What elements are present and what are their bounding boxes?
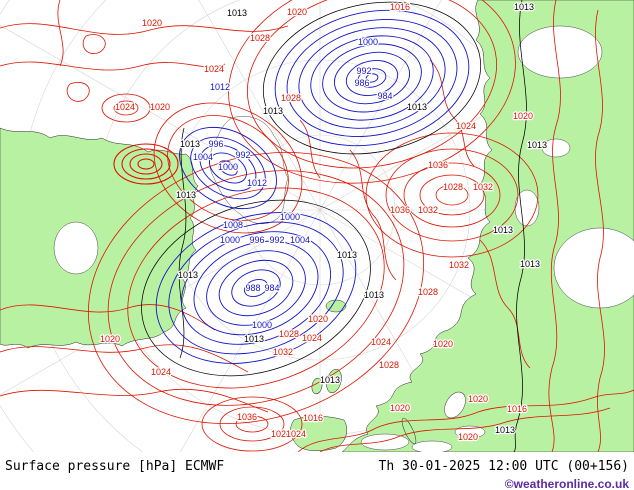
pressure-label: 1013 — [520, 259, 540, 269]
pressure-label: 1012 — [247, 178, 267, 188]
pressure-label: 1032 — [418, 205, 438, 215]
pressure-label: 1020 — [433, 339, 453, 349]
pressure-label: 1032 — [473, 182, 493, 192]
pressure-label: 1013 — [244, 334, 264, 344]
pressure-label: 1024 — [151, 367, 171, 377]
pressure-label: 1024 — [286, 429, 306, 439]
pressure-label: 1036 — [390, 205, 410, 215]
pressure-label: 1036 — [237, 412, 257, 422]
pressure-label: 996 — [249, 235, 264, 245]
product-title: Surface pressure [hPa] ECMWF — [5, 459, 225, 474]
pressure-label: 1000 — [358, 37, 378, 47]
pressure-label: 1024 — [456, 121, 476, 131]
pressure-map: 1013 1020 1016 1013 1020 1028 1000 1024 992 986 98… — [0, 0, 634, 452]
low-greenland — [179, 126, 277, 210]
pressure-label: 1024 — [302, 333, 322, 343]
pressure-label: 1028 — [379, 360, 399, 370]
land-layer — [0, 0, 634, 452]
pressure-label: 1013 — [180, 139, 200, 149]
pressure-label: 1008 — [223, 220, 243, 230]
red-isobars-dense-cluster — [113, 143, 179, 185]
landmass-italy — [401, 417, 417, 445]
pressure-label: 992 — [269, 235, 284, 245]
pressure-label: 1024 — [371, 337, 391, 347]
pressure-label: 988 — [245, 283, 260, 293]
pressure-label: 1013 — [320, 375, 340, 385]
pressure-label: 1013 — [337, 250, 357, 260]
pressure-label: 1016 — [507, 404, 527, 414]
landmass-britain — [326, 369, 342, 393]
landmass-north-america — [0, 127, 199, 349]
pressure-map-canvas: 1013 1020 1016 1013 1020 1028 1000 1024 992 986 98… — [0, 0, 634, 452]
pressure-label: 1000 — [220, 235, 240, 245]
pressure-label: 1000 — [252, 320, 272, 330]
pressure-label: 986 — [354, 78, 369, 88]
low-atlantic — [155, 212, 357, 364]
pressure-label: 1004 — [193, 152, 213, 162]
pressure-label: 1036 — [428, 160, 448, 170]
pressure-label: 1013 — [493, 225, 513, 235]
red-isobars-layer — [0, 0, 634, 452]
pressure-label: 1020 — [150, 102, 170, 112]
pressure-label: 1020 — [100, 334, 120, 344]
pressure-label: 1020 — [390, 403, 410, 413]
pressure-label: 1028 — [271, 429, 291, 439]
pressure-label: 1013 — [407, 102, 427, 112]
pressure-label: 1020 — [142, 18, 162, 28]
pressure-label: 1013 — [178, 270, 198, 280]
pressure-label: 1013 — [227, 8, 247, 18]
pressure-label: 984 — [377, 91, 392, 101]
pressure-label: 1028 — [418, 287, 438, 297]
pressure-label: 1000 — [218, 162, 238, 172]
landmass-iberia — [290, 416, 347, 451]
pressure-label: 1028 — [281, 93, 301, 103]
credit-link[interactable]: ©weatheronline.co.uk — [504, 477, 629, 490]
valid-datetime: Th 30-01-2025 12:00 UTC (00+156) — [378, 459, 629, 474]
pressure-label: 1013 — [514, 2, 534, 12]
pressure-label: 992 — [356, 66, 371, 76]
inland-seas — [53, 25, 634, 452]
pressure-label: 1032 — [273, 347, 293, 357]
blue-isobars-layer — [155, 9, 470, 364]
pressure-label: 992 — [235, 150, 250, 160]
footer-right: Th 30-01-2025 12:00 UTC (00+156) ©weathe… — [379, 459, 629, 490]
pressure-label: 1004 — [290, 235, 310, 245]
pressure-label: 1013 — [263, 106, 283, 116]
pressure-label: 1013 — [364, 290, 384, 300]
pressure-label: 984 — [264, 283, 279, 293]
pressure-label: 1028 — [279, 329, 299, 339]
low-arctic — [274, 9, 470, 147]
pressure-label: 1020 — [458, 432, 478, 442]
pressure-label: 1016 — [303, 413, 323, 423]
pressure-label: 1032 — [449, 260, 469, 270]
pressure-label: 996 — [208, 139, 223, 149]
pressure-label: 1012 — [210, 82, 230, 92]
pressure-label: 1020 — [308, 314, 328, 324]
pressure-label: 1016 — [390, 2, 410, 12]
pressure-label: 1013 — [495, 425, 515, 435]
pressure-label: 1020 — [513, 111, 533, 121]
pressure-label: 1020 — [468, 394, 488, 404]
pressure-label: 1013 — [176, 190, 196, 200]
pressure-label: 1020 — [287, 7, 307, 17]
pressure-labels-layer: 1013 1020 1016 1013 1020 1028 1000 1024 992 986 98… — [99, 1, 548, 443]
pressure-label: 1028 — [443, 182, 463, 192]
pressure-label: 1024 — [115, 102, 135, 112]
pressure-label: 1028 — [250, 33, 270, 43]
pressure-label: 1024 — [204, 64, 224, 74]
black-isobars-layer — [141, 0, 527, 452]
pressure-label: 1013 — [527, 140, 547, 150]
status-bar: Surface pressure [hPa] ECMWF Th 30-01-20… — [0, 452, 634, 490]
pressure-label: 1000 — [280, 212, 300, 222]
